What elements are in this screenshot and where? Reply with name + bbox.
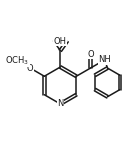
Text: NH: NH — [98, 55, 111, 64]
Text: N: N — [57, 99, 64, 108]
Text: O: O — [27, 64, 33, 72]
Text: OCH$_3$: OCH$_3$ — [5, 54, 29, 67]
Text: O: O — [87, 50, 94, 59]
Text: OH: OH — [53, 37, 66, 46]
Text: O: O — [61, 37, 67, 46]
